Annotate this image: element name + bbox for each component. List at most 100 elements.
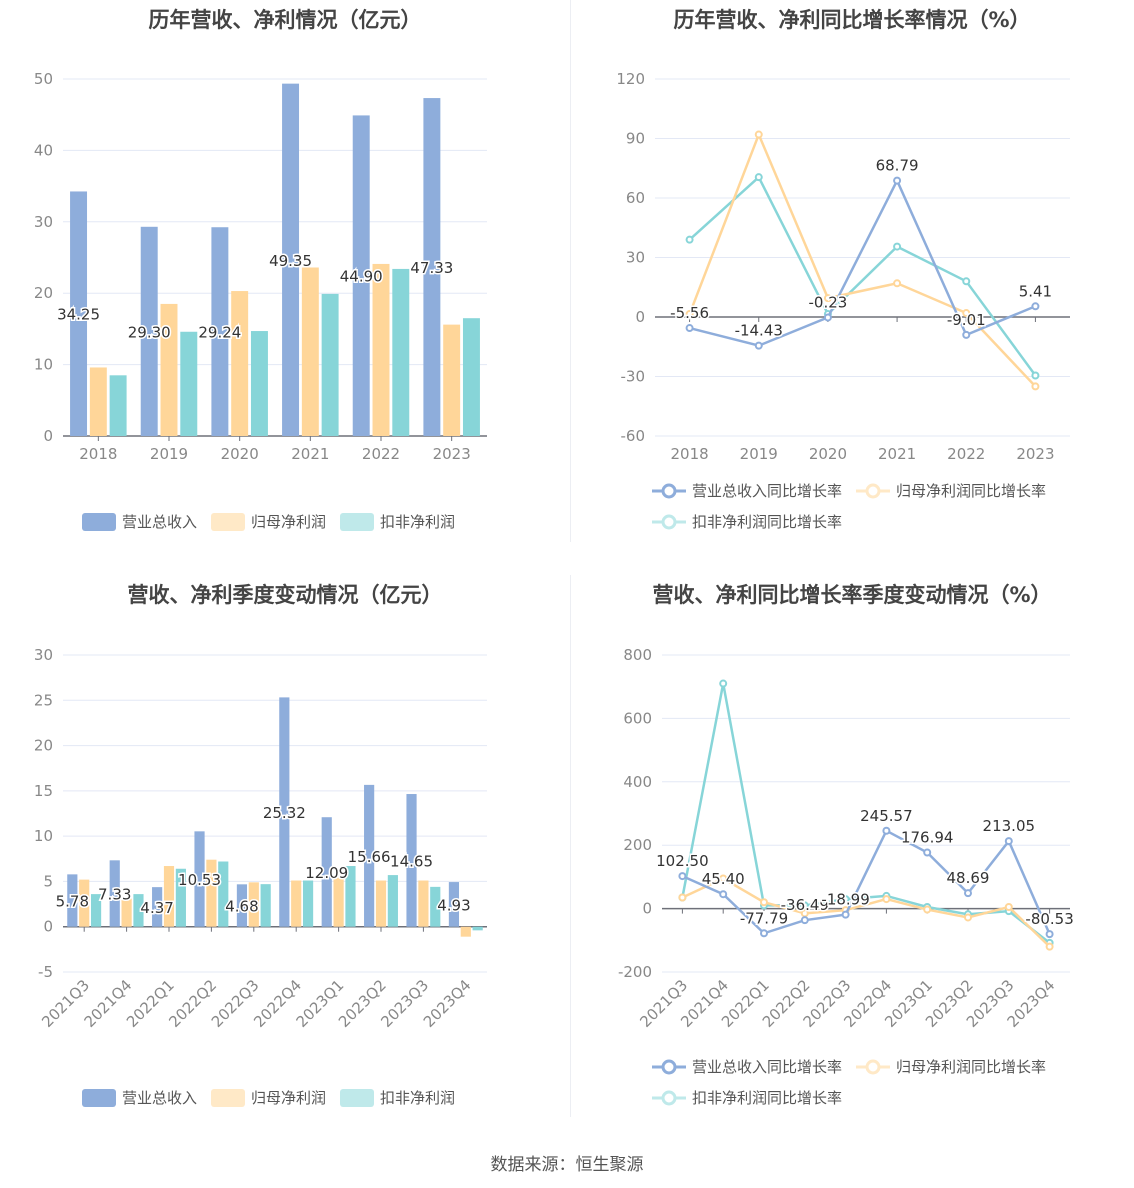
data-point bbox=[893, 242, 902, 251]
bar-revenue bbox=[282, 83, 300, 437]
data-point bbox=[1045, 930, 1054, 939]
data-label: 49.35 bbox=[269, 252, 312, 270]
bar-deducted bbox=[345, 866, 356, 927]
legend-swatch bbox=[211, 512, 246, 531]
data-point bbox=[678, 872, 687, 881]
x-tick-label: 2022 bbox=[947, 445, 985, 463]
data-point bbox=[685, 324, 694, 333]
bar-revenue bbox=[352, 115, 370, 436]
bar-revenue bbox=[364, 784, 375, 927]
bar-deducted bbox=[387, 875, 398, 927]
y-tick-label: -60 bbox=[621, 427, 646, 445]
bar-deducted bbox=[90, 894, 102, 927]
data-point bbox=[882, 826, 891, 835]
chart-title-annual-revenue: 历年营收、净利情况（亿元） bbox=[148, 8, 422, 32]
data-label: 4.37 bbox=[140, 899, 173, 917]
data-label: 68.79 bbox=[876, 157, 919, 175]
legend-quarterly-line: 营业总收入同比增长率 归母净利润同比增长率 扣非净利润同比增长率 bbox=[652, 1051, 1102, 1113]
legend-label: 扣非净利润 bbox=[380, 1089, 456, 1107]
data-point bbox=[800, 916, 809, 925]
bar-deducted bbox=[321, 293, 339, 436]
data-label: 10.53 bbox=[178, 871, 221, 889]
data-point bbox=[923, 848, 932, 857]
legend-line-icon bbox=[856, 483, 891, 498]
y-tick-label: 60 bbox=[626, 189, 645, 207]
bar-net-profit bbox=[79, 879, 90, 927]
data-source: 数据来源：恒生聚源 bbox=[490, 1155, 644, 1175]
data-label: 15.66 bbox=[348, 848, 391, 866]
bar-deducted bbox=[472, 926, 483, 931]
x-tick-label: 2023 bbox=[433, 445, 471, 463]
data-label: 4.68 bbox=[225, 898, 258, 916]
divider bbox=[570, 0, 571, 542]
bar-net-profit bbox=[291, 880, 302, 927]
chart-title-quarterly-revenue: 营收、净利季度变动情况（亿元） bbox=[127, 583, 443, 607]
data-label: 5.78 bbox=[56, 893, 89, 911]
legend-item-net-profit[interactable]: 归母净利润 bbox=[211, 1082, 326, 1113]
y-tick-label: 800 bbox=[623, 646, 652, 664]
data-label: -14.43 bbox=[735, 322, 783, 340]
legend-swatch bbox=[211, 1088, 246, 1107]
data-label: 7.33 bbox=[98, 886, 131, 904]
legend-item-deducted[interactable]: 扣非净利润 bbox=[340, 506, 455, 537]
bar-revenue bbox=[140, 226, 158, 436]
y-tick-label: 400 bbox=[623, 773, 652, 791]
data-point bbox=[1031, 371, 1040, 380]
data-point bbox=[893, 176, 902, 185]
legend-item-deducted-growth[interactable]: 扣非净利润同比增长率 bbox=[652, 1082, 842, 1113]
x-tick-label: 2021 bbox=[878, 445, 916, 463]
y-tick-label: -5 bbox=[38, 963, 53, 981]
data-label: -77.79 bbox=[740, 909, 788, 927]
legend-label: 归母净利润 bbox=[251, 513, 327, 531]
legend-label: 归母净利润同比增长率 bbox=[896, 482, 1047, 500]
data-point bbox=[882, 895, 891, 904]
legend-item-revenue[interactable]: 营业总收入 bbox=[82, 506, 197, 537]
data-label: 29.30 bbox=[128, 323, 171, 341]
legend-item-revenue-growth[interactable]: 营业总收入同比增长率 bbox=[652, 475, 842, 506]
legend-item-revenue[interactable]: 营业总收入 bbox=[82, 1082, 197, 1113]
y-tick-label: 50 bbox=[34, 70, 53, 88]
legend-line-icon bbox=[652, 514, 686, 529]
bar-deducted bbox=[218, 861, 229, 927]
data-point bbox=[678, 893, 687, 902]
bar-net-profit bbox=[301, 267, 319, 436]
data-point bbox=[962, 277, 971, 286]
bar-net-profit bbox=[375, 880, 387, 927]
bar-revenue bbox=[321, 817, 332, 927]
legend-item-net-growth[interactable]: 归母净利润同比增长率 bbox=[856, 1051, 1046, 1082]
y-tick-label: 5 bbox=[43, 872, 53, 890]
data-point bbox=[823, 294, 832, 303]
legend-swatch bbox=[340, 512, 375, 531]
bar-revenue bbox=[109, 860, 120, 927]
legend-label: 归母净利润 bbox=[251, 1089, 327, 1107]
legend-item-deducted-growth[interactable]: 扣非净利润同比增长率 bbox=[652, 506, 842, 537]
legend-label: 扣非净利润 bbox=[380, 513, 456, 531]
bar-net-profit bbox=[248, 882, 259, 927]
data-label: 45.40 bbox=[702, 870, 745, 888]
bar-deducted bbox=[462, 318, 480, 436]
y-tick-label: 0 bbox=[43, 427, 53, 445]
x-tick-label: 2023Q4 bbox=[420, 976, 475, 1031]
legend-item-net-profit[interactable]: 归母净利润 bbox=[211, 506, 326, 537]
legend-line-icon bbox=[652, 483, 686, 498]
legend-item-net-growth[interactable]: 归母净利润同比增长率 bbox=[856, 475, 1046, 506]
data-point bbox=[823, 313, 832, 322]
y-tick-label: 10 bbox=[34, 356, 53, 374]
x-tick-label: 2018 bbox=[79, 445, 117, 463]
data-point bbox=[754, 130, 763, 139]
legend-swatch bbox=[82, 1088, 116, 1107]
bar-deducted bbox=[133, 894, 144, 927]
bar-net-profit bbox=[121, 898, 132, 927]
data-point bbox=[1031, 382, 1040, 391]
data-label: 176.94 bbox=[901, 829, 954, 847]
legend-item-revenue-growth[interactable]: 营业总收入同比增长率 bbox=[652, 1051, 842, 1082]
data-label: -80.53 bbox=[1025, 910, 1073, 928]
data-label: 44.90 bbox=[340, 268, 383, 286]
bar-net-profit bbox=[443, 324, 461, 436]
legend-line-icon bbox=[856, 1059, 891, 1074]
legend-item-deducted[interactable]: 扣非净利润 bbox=[340, 1082, 455, 1113]
y-tick-label: 600 bbox=[623, 709, 652, 727]
bar-net-profit bbox=[418, 880, 429, 927]
data-label: 4.93 bbox=[437, 896, 470, 914]
legend-line-icon bbox=[652, 1090, 686, 1105]
